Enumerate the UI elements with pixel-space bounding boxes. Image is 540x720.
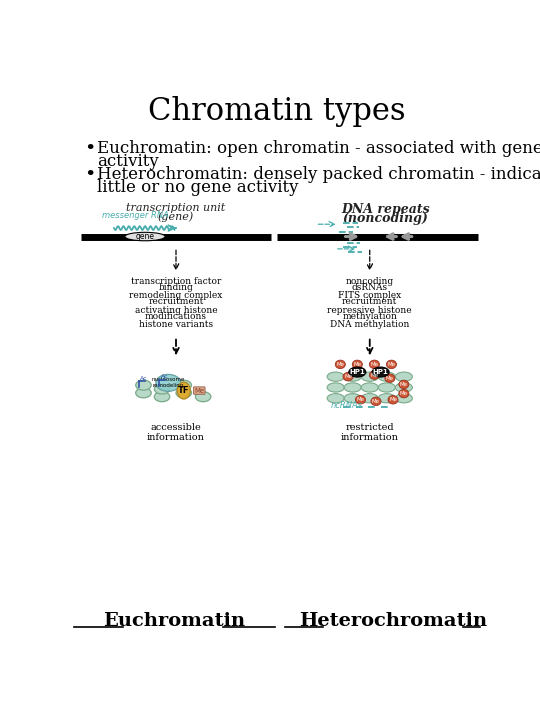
Ellipse shape [379,383,395,392]
Ellipse shape [136,380,151,390]
Text: activity: activity [97,153,159,170]
Text: Me: Me [372,399,380,404]
Ellipse shape [369,371,380,379]
Text: binding: binding [159,283,193,292]
Ellipse shape [361,394,379,403]
Text: gene: gene [136,232,154,241]
Ellipse shape [388,395,398,404]
Text: DNA methylation: DNA methylation [330,320,409,330]
Ellipse shape [156,374,181,391]
Ellipse shape [125,233,165,240]
Text: •: • [85,166,96,184]
Text: activating histone: activating histone [134,306,217,315]
Text: (gene): (gene) [158,212,194,222]
Text: recruitment: recruitment [342,297,397,307]
Text: DNA repeats: DNA repeats [341,204,429,217]
Text: Ac: Ac [140,376,148,381]
Text: accessible
information: accessible information [147,423,205,442]
Ellipse shape [399,390,409,398]
Ellipse shape [344,394,361,403]
Ellipse shape [355,395,366,404]
Ellipse shape [136,388,151,398]
Text: Me: Me [389,397,397,402]
Ellipse shape [176,388,192,398]
Text: little or no gene activity: little or no gene activity [97,179,299,196]
Text: recruitment: recruitment [148,297,204,307]
Text: transcription unit: transcription unit [126,204,226,213]
Ellipse shape [176,380,192,390]
Ellipse shape [327,372,344,382]
Ellipse shape [379,394,395,403]
Text: transcription factor: transcription factor [131,276,221,286]
Ellipse shape [344,383,361,392]
Text: repressive histone: repressive histone [327,306,412,315]
Ellipse shape [399,380,409,389]
Ellipse shape [379,372,395,382]
Text: Me: Me [194,387,204,394]
Ellipse shape [335,360,346,369]
Text: methylation: methylation [342,312,397,321]
Ellipse shape [395,383,413,392]
Ellipse shape [395,394,413,403]
Text: FITS complex: FITS complex [338,291,401,300]
Text: Me: Me [400,382,408,387]
Ellipse shape [372,367,389,377]
Text: Me: Me [336,362,345,367]
Text: Euchromatin: Euchromatin [103,612,246,630]
Ellipse shape [369,360,380,369]
Ellipse shape [349,367,366,377]
Ellipse shape [352,360,362,369]
Ellipse shape [327,394,344,403]
Text: remodeling complex: remodeling complex [129,291,222,300]
Ellipse shape [361,383,379,392]
Text: HP1: HP1 [373,369,388,375]
Ellipse shape [177,382,190,399]
Text: TF: TF [178,386,190,395]
Text: Me: Me [370,362,379,367]
Ellipse shape [361,372,379,382]
Ellipse shape [344,372,361,382]
Text: nucleosome
remodeling: nucleosome remodeling [152,377,185,388]
Text: ncRNAs: ncRNAs [331,402,363,410]
Text: (noncoding): (noncoding) [342,212,428,225]
Text: restricted
information: restricted information [341,423,399,442]
Text: Me: Me [370,373,379,378]
Text: •: • [85,140,96,158]
Ellipse shape [395,372,413,382]
Ellipse shape [195,392,211,402]
Ellipse shape [327,383,344,392]
Text: Heterochromatin: Heterochromatin [299,612,487,630]
Text: messenger RNA: messenger RNA [102,211,169,220]
Ellipse shape [154,392,170,402]
Ellipse shape [343,372,353,381]
Text: Me: Me [356,397,365,402]
Text: Chromatin types: Chromatin types [148,96,406,127]
Text: dsRNAs: dsRNAs [352,283,388,292]
Text: Me: Me [386,376,394,381]
Text: Me: Me [353,362,361,367]
Text: noncoding: noncoding [346,276,394,286]
Text: Me: Me [344,374,352,379]
Text: HP1: HP1 [349,369,365,375]
Text: histone variants: histone variants [139,320,213,330]
Ellipse shape [154,384,170,394]
Text: Ac: Ac [160,374,168,379]
Ellipse shape [387,360,396,369]
Text: Me: Me [388,362,395,367]
Text: modifications: modifications [145,312,207,321]
Ellipse shape [385,374,395,382]
Text: Me: Me [400,391,408,396]
Text: Euchromatin: open chromatin - associated with gene: Euchromatin: open chromatin - associated… [97,140,540,157]
Text: Heterochromatin: densely packed chromatin - indicates: Heterochromatin: densely packed chromati… [97,166,540,184]
Ellipse shape [371,397,381,405]
